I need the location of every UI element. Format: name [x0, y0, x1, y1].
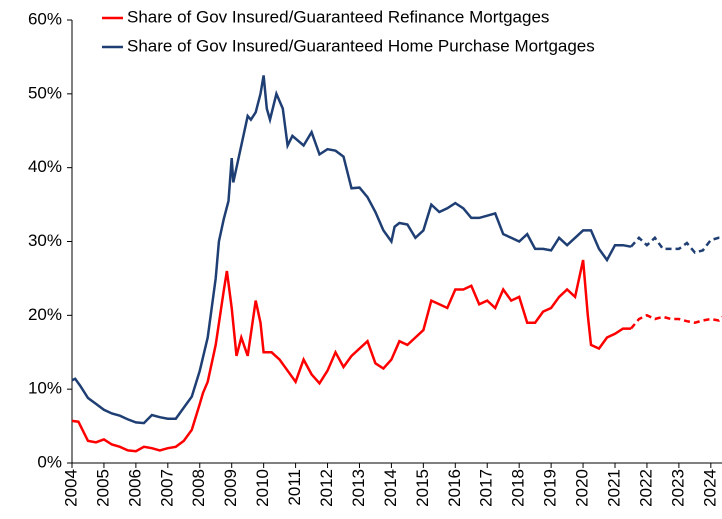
x-tick-label: 2012	[317, 469, 336, 507]
y-tick-label: 60%	[28, 9, 62, 28]
x-tick-label: 2023	[668, 469, 687, 507]
y-tick-label: 10%	[28, 379, 62, 398]
x-tick-label: 2019	[541, 469, 560, 507]
x-tick-label: 2013	[349, 469, 368, 507]
series-line	[71, 259, 631, 453]
x-tick-label: 2021	[604, 469, 623, 507]
x-tick-label: 2014	[381, 469, 400, 507]
y-tick-label: 20%	[28, 305, 62, 324]
y-tick-label: 30%	[28, 231, 62, 250]
x-tick-label: 2011	[285, 469, 304, 506]
x-tick-label: 2020	[573, 469, 592, 507]
x-tick-label: 2008	[189, 469, 208, 507]
x-tick-label: 2015	[413, 469, 432, 507]
y-tick-label: 0%	[37, 452, 62, 471]
x-tick-label: 2022	[636, 469, 655, 507]
y-tick-label: 50%	[28, 83, 62, 102]
x-tick-label: 2004	[61, 469, 80, 507]
x-tick-label: 2017	[477, 469, 496, 507]
legend-label: Share of Gov Insured/Guaranteed Refinanc…	[127, 7, 549, 26]
y-tick-label: 40%	[28, 157, 62, 176]
series-line	[630, 313, 722, 330]
x-tick-label: 2009	[221, 469, 240, 507]
x-tick-label: 2018	[509, 469, 528, 507]
x-tick-label: 2024	[700, 469, 719, 507]
x-tick-label: 2016	[445, 469, 464, 507]
x-tick-label: 2010	[253, 469, 272, 507]
series-line	[71, 75, 632, 425]
x-tick-label: 2006	[125, 469, 144, 507]
x-tick-label: 2005	[93, 469, 112, 507]
legend-label: Share of Gov Insured/Guaranteed Home Pur…	[127, 36, 595, 55]
series-line	[630, 235, 722, 255]
x-tick-label: 2007	[157, 469, 176, 507]
